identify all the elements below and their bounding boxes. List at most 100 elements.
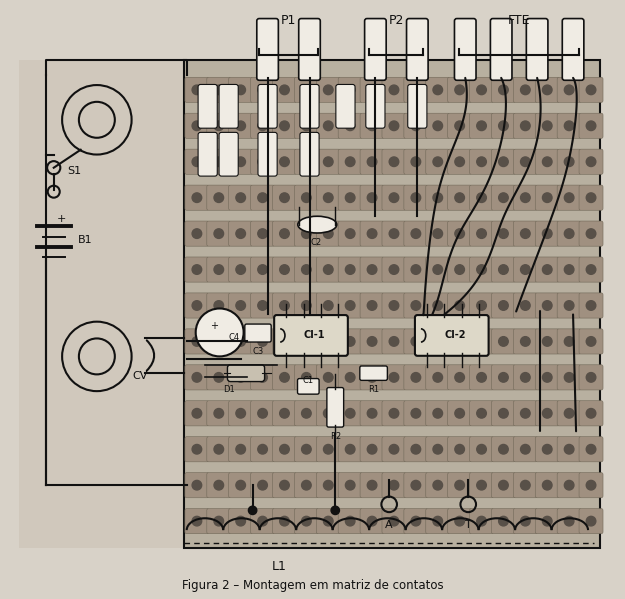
FancyBboxPatch shape <box>491 113 516 138</box>
FancyBboxPatch shape <box>579 149 603 174</box>
FancyBboxPatch shape <box>338 77 362 102</box>
Circle shape <box>389 193 399 202</box>
FancyBboxPatch shape <box>557 257 581 282</box>
Circle shape <box>586 516 596 526</box>
Circle shape <box>477 337 486 346</box>
Circle shape <box>368 301 377 310</box>
FancyBboxPatch shape <box>469 473 494 498</box>
FancyBboxPatch shape <box>513 365 538 390</box>
FancyBboxPatch shape <box>426 437 450 462</box>
FancyBboxPatch shape <box>338 221 362 246</box>
Circle shape <box>499 337 508 346</box>
Circle shape <box>192 301 202 310</box>
FancyBboxPatch shape <box>426 113 450 138</box>
FancyBboxPatch shape <box>360 329 384 354</box>
Circle shape <box>586 301 596 310</box>
Circle shape <box>214 193 224 202</box>
Circle shape <box>411 85 421 95</box>
Circle shape <box>521 229 530 238</box>
FancyBboxPatch shape <box>294 401 318 426</box>
Text: P1: P1 <box>281 14 296 28</box>
FancyBboxPatch shape <box>294 113 318 138</box>
Circle shape <box>280 121 289 131</box>
FancyBboxPatch shape <box>229 221 253 246</box>
Circle shape <box>302 85 311 95</box>
Circle shape <box>455 409 464 418</box>
Circle shape <box>346 157 355 167</box>
FancyBboxPatch shape <box>258 84 277 128</box>
Circle shape <box>477 121 486 131</box>
FancyBboxPatch shape <box>207 365 231 390</box>
Circle shape <box>521 265 530 274</box>
Circle shape <box>433 157 442 167</box>
Circle shape <box>499 301 508 310</box>
Circle shape <box>346 409 355 418</box>
FancyBboxPatch shape <box>185 365 209 390</box>
Circle shape <box>477 480 486 490</box>
FancyBboxPatch shape <box>316 365 340 390</box>
Circle shape <box>368 265 377 274</box>
Circle shape <box>477 229 486 238</box>
Circle shape <box>389 301 399 310</box>
FancyBboxPatch shape <box>491 329 516 354</box>
FancyBboxPatch shape <box>469 509 494 534</box>
Circle shape <box>542 85 552 95</box>
Circle shape <box>521 409 530 418</box>
FancyBboxPatch shape <box>316 185 340 210</box>
Circle shape <box>564 480 574 490</box>
Circle shape <box>346 85 355 95</box>
Text: R1: R1 <box>368 385 379 394</box>
Circle shape <box>346 444 355 454</box>
FancyBboxPatch shape <box>360 149 384 174</box>
Circle shape <box>302 516 311 526</box>
FancyBboxPatch shape <box>448 509 472 534</box>
Circle shape <box>521 157 530 167</box>
FancyBboxPatch shape <box>557 77 581 102</box>
FancyBboxPatch shape <box>469 185 494 210</box>
FancyBboxPatch shape <box>207 257 231 282</box>
Circle shape <box>324 157 333 167</box>
Circle shape <box>389 337 399 346</box>
FancyBboxPatch shape <box>366 84 385 128</box>
Circle shape <box>346 265 355 274</box>
FancyBboxPatch shape <box>251 509 274 534</box>
Circle shape <box>236 337 246 346</box>
FancyBboxPatch shape <box>251 365 274 390</box>
Circle shape <box>302 480 311 490</box>
FancyBboxPatch shape <box>185 77 209 102</box>
Circle shape <box>389 265 399 274</box>
FancyBboxPatch shape <box>426 77 450 102</box>
Circle shape <box>302 229 311 238</box>
FancyBboxPatch shape <box>491 293 516 318</box>
FancyBboxPatch shape <box>229 185 253 210</box>
Circle shape <box>368 444 377 454</box>
FancyBboxPatch shape <box>448 293 472 318</box>
Circle shape <box>411 229 421 238</box>
FancyBboxPatch shape <box>316 113 340 138</box>
FancyBboxPatch shape <box>513 293 538 318</box>
Text: +: + <box>209 322 217 331</box>
FancyBboxPatch shape <box>316 221 340 246</box>
Circle shape <box>564 193 574 202</box>
Circle shape <box>236 373 246 382</box>
FancyBboxPatch shape <box>382 509 406 534</box>
FancyBboxPatch shape <box>272 221 296 246</box>
FancyBboxPatch shape <box>207 113 231 138</box>
FancyBboxPatch shape <box>491 437 516 462</box>
Circle shape <box>411 157 421 167</box>
Circle shape <box>346 193 355 202</box>
Circle shape <box>499 229 508 238</box>
FancyBboxPatch shape <box>298 379 319 394</box>
Circle shape <box>499 373 508 382</box>
FancyBboxPatch shape <box>272 149 296 174</box>
FancyBboxPatch shape <box>360 365 384 390</box>
Circle shape <box>258 193 268 202</box>
Circle shape <box>324 516 333 526</box>
FancyBboxPatch shape <box>535 365 559 390</box>
FancyBboxPatch shape <box>245 324 271 342</box>
Circle shape <box>280 409 289 418</box>
Circle shape <box>236 265 246 274</box>
Circle shape <box>586 229 596 238</box>
Circle shape <box>499 265 508 274</box>
FancyBboxPatch shape <box>448 113 472 138</box>
